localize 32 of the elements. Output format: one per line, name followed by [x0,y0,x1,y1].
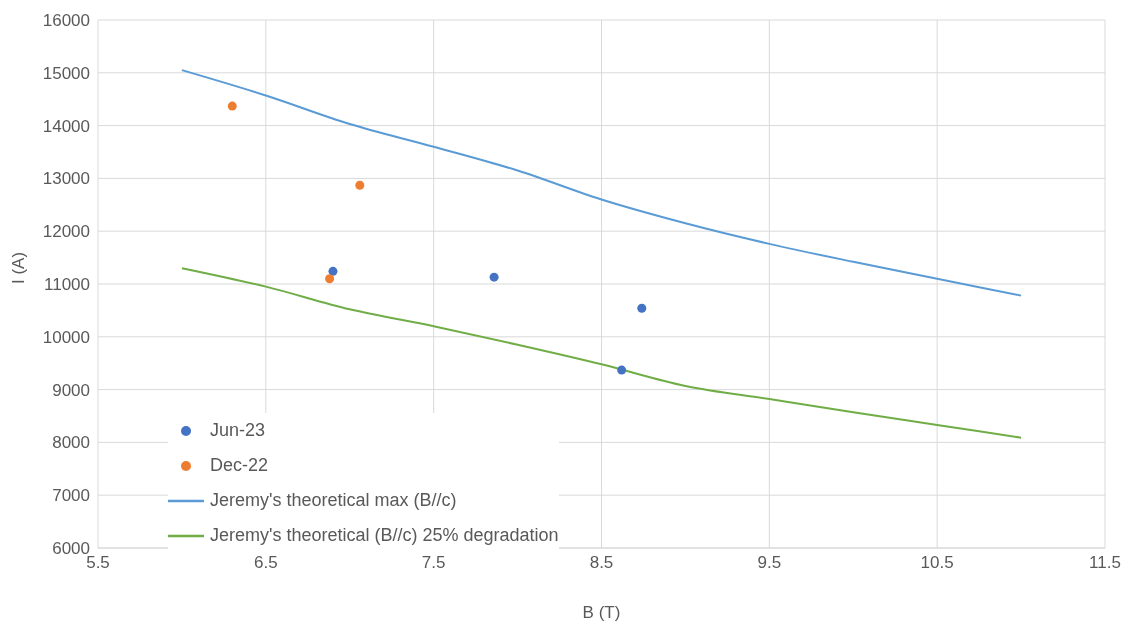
y-tick-label: 14000 [42,116,90,136]
y-tick-label: 13000 [42,169,90,189]
x-tick-label: 7.5 [421,553,446,573]
y-tick-label: 11000 [43,275,90,295]
line-series [180,69,1023,297]
point [227,101,237,111]
x-tick-label: 5.5 [86,553,110,573]
y-tick-label: 12000 [42,222,90,242]
point [617,365,627,375]
y-tick-label: 15000 [42,63,90,83]
legend-label: Dec-22 [210,455,269,476]
y-tick-label: 10000 [42,327,90,347]
point [355,180,365,190]
x-tick-label: 10.5 [920,553,954,573]
line-series [180,267,1023,439]
point [325,274,335,284]
x-tick-label: 9.5 [757,553,782,573]
legend-label: Jun-23 [210,420,266,441]
y-axis-title: I (A) [9,251,29,284]
legend-label: Jeremy's theoretical max (B//c) [210,490,457,511]
y-tick-label: 8000 [52,433,90,453]
point [328,266,338,276]
point [637,303,647,313]
x-tick-label: 11.5 [1089,553,1121,573]
x-tick-label: 8.5 [589,553,614,573]
x-axis-title: B (T) [582,603,621,622]
y-tick-label: 9000 [52,380,90,400]
x-tick-label: 6.5 [254,553,278,573]
point [489,272,499,282]
legend-label: Jeremy's theoretical (B//c) 25% degradation [210,525,559,546]
y-tick-label: 16000 [42,11,90,31]
y-tick-label: 7000 [52,486,90,506]
